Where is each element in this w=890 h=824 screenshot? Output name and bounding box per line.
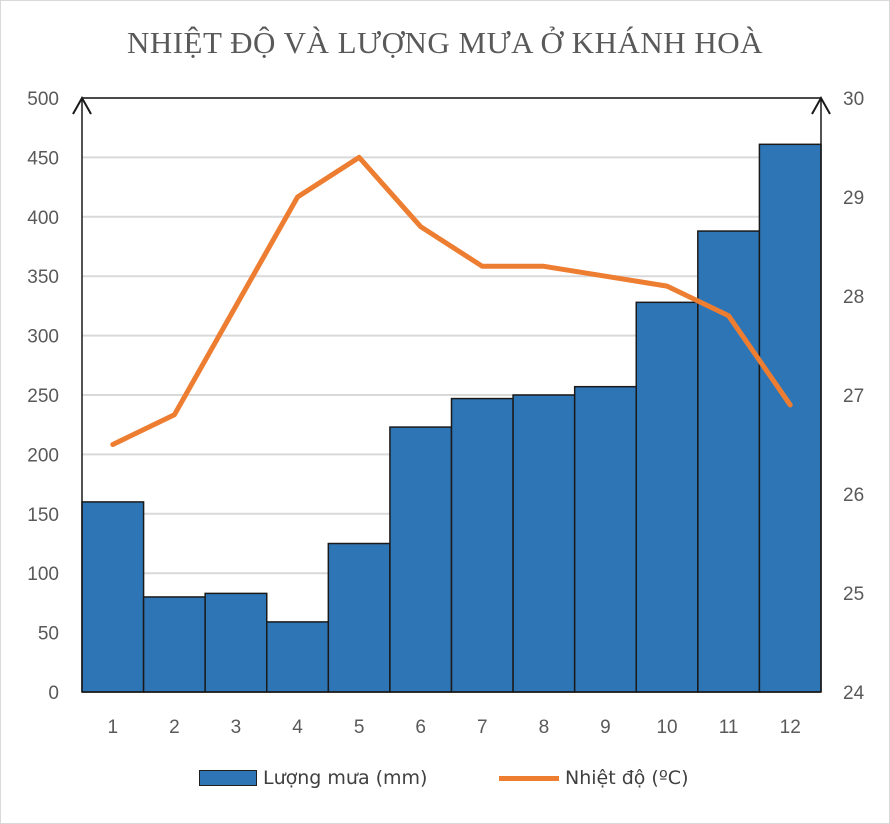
bar: [635, 301, 699, 693]
x-tick-label: 8: [539, 717, 550, 738]
bar: [389, 426, 453, 693]
y-right-tick-label: 25: [843, 584, 864, 605]
x-tick-label: 11: [719, 717, 739, 738]
y-left-tick-label: 350: [27, 267, 59, 288]
legend-swatch-line: [499, 775, 559, 781]
legend-item-temperature: Nhiệt độ (ºC): [499, 767, 688, 789]
x-tick-label: 1: [108, 717, 119, 738]
bar: [81, 501, 145, 693]
bar: [327, 542, 391, 693]
y-left-tick-label: 500: [27, 89, 59, 110]
y-left-tick-label: 50: [38, 624, 59, 645]
y-right-tick-label: 27: [843, 386, 864, 407]
y-axis-right-arrow-icon: [811, 95, 831, 115]
y-left-tick-label: 200: [27, 445, 59, 466]
legend: Lượng mưa (mm) Nhiệt độ (ºC): [1, 767, 889, 797]
y-left-tick-label: 0: [48, 683, 59, 704]
x-tick-label: 7: [477, 717, 488, 738]
bar: [142, 596, 206, 693]
x-tick-label: 6: [415, 717, 426, 738]
x-tick-label: 3: [231, 717, 242, 738]
x-tick-label: 4: [292, 717, 303, 738]
bar: [573, 385, 638, 693]
legend-label-rainfall: Lượng mưa (mm): [263, 767, 428, 789]
bar: [450, 397, 514, 693]
y-right-tick-label: 28: [843, 287, 864, 308]
legend-item-rainfall: Lượng mưa (mm): [199, 767, 427, 789]
y-axis-left-arrow-icon: [72, 95, 92, 115]
x-tick-label: 9: [600, 717, 611, 738]
y-left-tick-label: 450: [27, 148, 59, 169]
y-left-tick-label: 300: [27, 327, 59, 348]
bar: [204, 592, 268, 693]
bar: [512, 394, 576, 693]
bar: [697, 230, 761, 693]
bar: [266, 621, 330, 693]
y-right-tick-label: 30: [843, 89, 864, 110]
y-left-tick-label: 150: [27, 505, 59, 526]
x-tick-label: 12: [780, 717, 801, 738]
y-left-tick-label: 400: [27, 208, 59, 229]
y-left-tick-label: 250: [27, 386, 59, 407]
x-tick-label: 2: [169, 717, 180, 738]
chart-title: NHIỆT ĐỘ VÀ LƯỢNG MƯA Ở KHÁNH HOÀ: [126, 25, 764, 60]
legend-label-temperature: Nhiệt độ (ºC): [565, 767, 689, 789]
y-left-tick-label: 100: [27, 564, 59, 585]
legend-swatch-bar: [199, 770, 257, 786]
bar: [758, 143, 822, 693]
x-tick-label: 5: [354, 717, 365, 738]
x-tick-label: 10: [656, 717, 677, 738]
y-right-tick-label: 24: [843, 683, 865, 704]
temperature-line: [110, 154, 793, 447]
y-right-tick-label: 26: [843, 485, 864, 506]
y-right-tick-label: 29: [843, 188, 864, 209]
